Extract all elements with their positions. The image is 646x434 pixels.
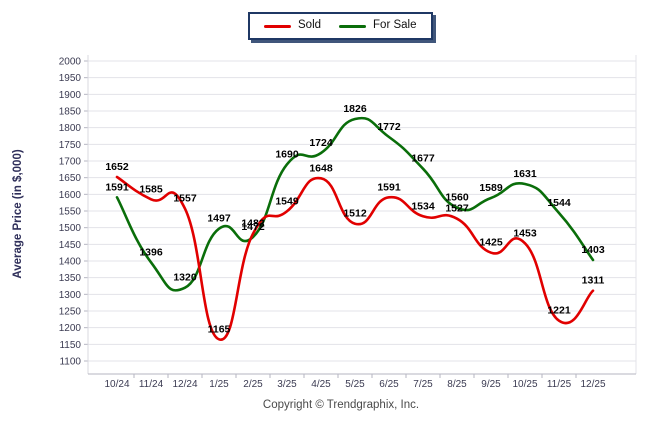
y-tick-label: 1300 (59, 290, 82, 301)
data-label: 1591 (377, 181, 401, 193)
y-tick-label: 2000 (59, 57, 82, 68)
for-sale-line (115, 116, 595, 292)
x-tick-label: 9/25 (481, 379, 501, 390)
data-label: 1677 (411, 153, 435, 165)
data-label: 1482 (241, 218, 265, 230)
y-tick-label: 1800 (59, 123, 82, 134)
data-label: 1724 (309, 137, 333, 149)
y-tick-label: 1350 (59, 273, 82, 284)
y-tick-label: 1650 (59, 173, 82, 184)
data-label: 1826 (343, 103, 367, 115)
y-tick-label: 1250 (59, 307, 82, 318)
y-tick-label: 1750 (59, 140, 82, 151)
data-label: 1591 (105, 181, 129, 193)
data-label: 1221 (547, 305, 571, 317)
data-label: 1544 (547, 197, 571, 209)
data-label: 1497 (207, 213, 231, 225)
data-label: 1534 (411, 200, 435, 212)
y-tick-label: 1550 (59, 207, 82, 218)
y-tick-label: 1850 (59, 107, 82, 118)
legend-label-for-sale: For Sale (373, 19, 417, 32)
x-tick-label: 4/25 (311, 379, 331, 390)
data-label: 1320 (173, 272, 197, 284)
y-tick-label: 1450 (59, 240, 82, 251)
data-label: 1453 (513, 227, 537, 239)
data-label: 1652 (105, 161, 129, 173)
sold-line-swatch-icon (264, 24, 291, 28)
y-tick-label: 1600 (59, 190, 82, 201)
x-tick-label: 3/25 (277, 379, 297, 390)
y-tick-label: 1100 (59, 357, 81, 368)
data-label: 1512 (343, 208, 367, 220)
x-tick-label: 8/25 (447, 379, 467, 390)
data-label: 1560 (445, 192, 469, 204)
y-tick-label: 1950 (59, 73, 82, 84)
for-sale-line-swatch-icon (339, 24, 367, 28)
data-label: 1396 (139, 246, 163, 258)
x-tick-label: 6/25 (379, 379, 399, 390)
data-label: 1527 (445, 203, 469, 215)
chart-legend: Sold For Sale (248, 12, 433, 40)
data-label: 1631 (513, 168, 537, 180)
x-tick-label: 10/24 (104, 379, 129, 390)
x-tick-label: 12/25 (580, 379, 605, 390)
y-tick-label: 1700 (59, 157, 82, 168)
legend-label-sold: Sold (298, 19, 322, 32)
x-tick-label: 2/25 (243, 379, 263, 390)
x-tick-label: 1/25 (209, 379, 229, 390)
data-label: 1165 (208, 323, 231, 335)
y-tick-label: 1150 (59, 340, 81, 351)
data-label: 1589 (479, 182, 503, 194)
data-label: 1648 (309, 162, 333, 174)
data-label: 1425 (479, 237, 503, 249)
y-axis-title: Average Price (in $,000) (12, 149, 24, 279)
data-label: 1557 (173, 193, 197, 205)
data-label: 1403 (581, 244, 605, 256)
data-label: 1549 (275, 195, 299, 207)
copyright-text: Copyright © Trendgraphix, Inc. (262, 399, 420, 411)
x-tick-label: 10/25 (512, 379, 537, 390)
y-tick-label: 1400 (59, 257, 82, 268)
x-tick-label: 7/25 (413, 379, 433, 390)
sold-line (115, 175, 595, 341)
data-label: 1472 (241, 221, 265, 233)
data-label: 1311 (582, 275, 605, 287)
legend-item-for-sale: For Sale (339, 19, 417, 32)
x-tick-label: 12/24 (172, 379, 197, 390)
x-tick-label: 11/24 (139, 379, 164, 390)
data-label: 1585 (139, 183, 163, 195)
y-tick-label: 1500 (59, 223, 82, 234)
legend-item-sold: Sold (264, 20, 321, 32)
y-tick-label: 1200 (59, 323, 82, 334)
y-tick-label: 1900 (59, 90, 82, 101)
x-tick-label: 5/25 (345, 379, 365, 390)
data-label: 1772 (377, 121, 401, 133)
x-tick-label: 11/25 (547, 379, 572, 390)
data-label: 1690 (275, 148, 299, 160)
